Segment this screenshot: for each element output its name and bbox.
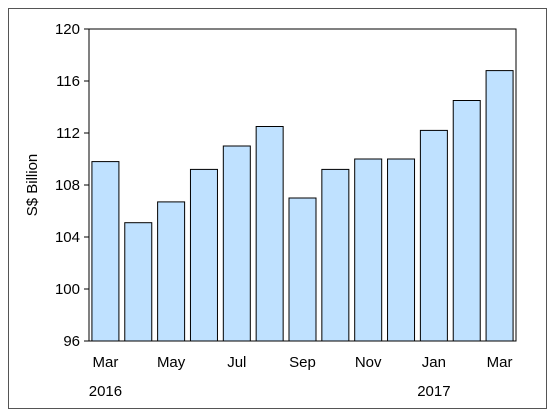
bar <box>419 129 448 342</box>
bar <box>222 145 251 342</box>
bar <box>157 201 186 342</box>
bar <box>288 197 317 342</box>
bar <box>387 158 416 342</box>
bar <box>189 168 218 342</box>
x-year-label: 2017 <box>417 383 450 400</box>
x-tick-label: May <box>157 354 186 371</box>
bar <box>124 222 153 342</box>
bar <box>452 100 481 342</box>
x-tick-label: Sep <box>289 354 316 371</box>
x-tick-label: Jan <box>422 354 446 371</box>
y-tick-label: 116 <box>56 73 80 90</box>
x-tick-label: Mar <box>487 354 513 371</box>
bar <box>354 158 383 342</box>
x-tick-label: Mar <box>93 354 119 371</box>
y-tick-label: 112 <box>56 125 80 142</box>
x-year-label: 2016 <box>89 383 122 400</box>
bar <box>255 126 284 342</box>
y-tick-label: 100 <box>55 281 80 298</box>
y-tick-label: 120 <box>55 21 80 38</box>
bar <box>91 161 120 342</box>
x-tick-label: Jul <box>227 354 246 371</box>
bar <box>485 70 514 342</box>
y-axis-label: S$ Billion <box>24 154 41 217</box>
bar <box>321 168 350 342</box>
x-tick-label: Nov <box>355 354 382 371</box>
y-tick-label: 96 <box>63 333 80 350</box>
y-tick-label: 104 <box>55 229 80 246</box>
y-tick-label: 108 <box>55 177 80 194</box>
